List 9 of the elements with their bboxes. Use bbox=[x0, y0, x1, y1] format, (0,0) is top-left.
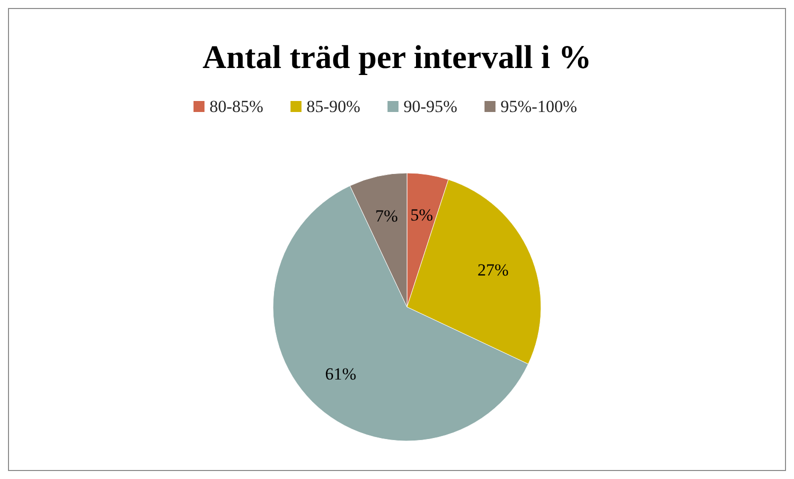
data-label: 5% bbox=[410, 205, 434, 224]
data-label: 61% bbox=[325, 364, 356, 384]
legend-label: 90-95% bbox=[404, 97, 458, 116]
legend-label: 80-85% bbox=[210, 97, 264, 116]
data-label: 27% bbox=[478, 260, 509, 280]
legend-label: 85-90% bbox=[306, 97, 360, 116]
legend-label: 95%-100% bbox=[500, 97, 577, 116]
chart-title: Antal träd per intervall i % bbox=[202, 40, 592, 76]
data-label: 7% bbox=[375, 206, 398, 226]
